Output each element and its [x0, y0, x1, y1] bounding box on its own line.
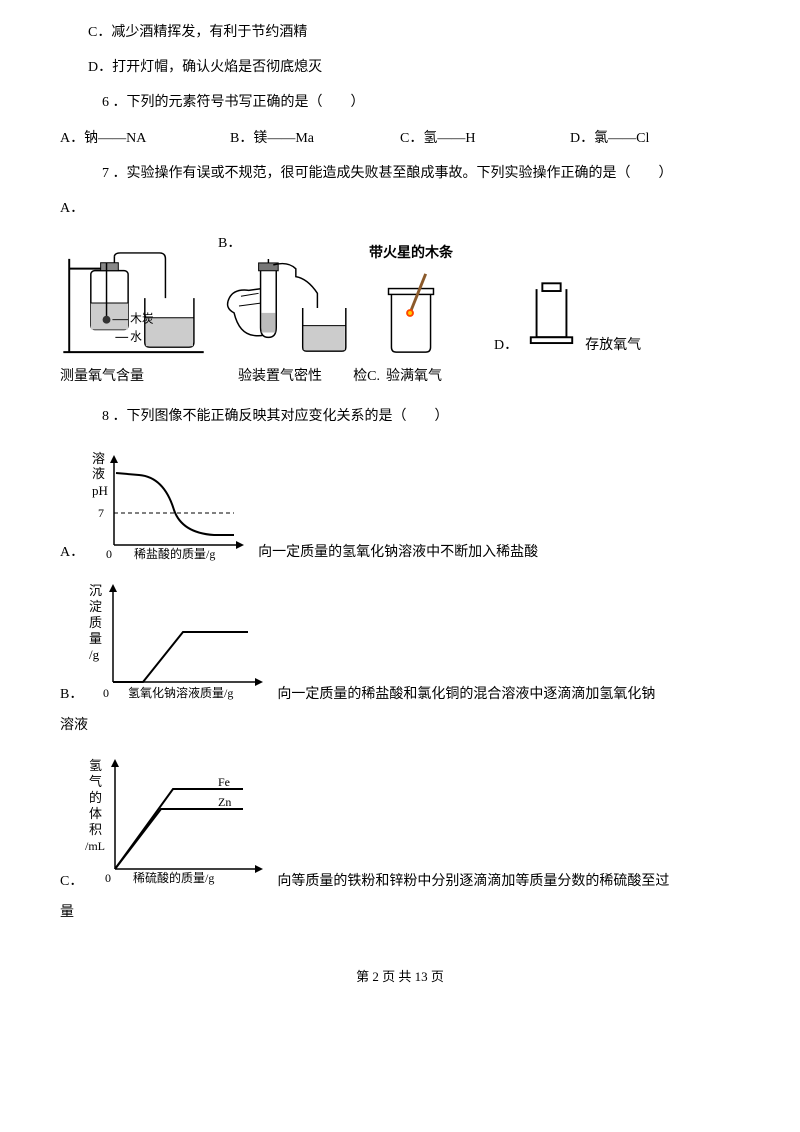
q6-opt-a: A．钠——NA — [60, 126, 230, 151]
svg-text:0: 0 — [103, 686, 109, 700]
q6-stem: 6 ．下列的元素符号书写正确的是（ ） — [60, 90, 740, 115]
svg-text:0: 0 — [105, 871, 111, 885]
q7-b-label: B． — [218, 231, 241, 256]
svg-text:Fe: Fe — [218, 775, 230, 789]
text: D．打开灯帽，确认火焰是否彻底熄灭 — [88, 55, 322, 80]
q7-c-toplabel: 带火星的木条 — [369, 241, 453, 266]
text: 6 ．下列的元素符号书写正确的是（ ） — [102, 90, 365, 115]
q7-img-a-block: 木炭 水 — [60, 248, 210, 358]
svg-text:稀盐酸的质量/g: 稀盐酸的质量/g — [134, 546, 215, 561]
q8-c-prefix: C． — [60, 869, 83, 894]
svg-text:7: 7 — [98, 506, 104, 520]
q7-img-c-block: 带火星的木条 — [366, 241, 456, 358]
q8-c-tail: 量 — [60, 900, 740, 925]
q7-c-pre: 检C. — [350, 364, 380, 389]
label-water: 水 — [130, 331, 142, 344]
svg-text:淀: 淀 — [89, 599, 102, 614]
svg-text:的: 的 — [89, 790, 102, 805]
svg-text:/g: /g — [89, 647, 100, 662]
q8-a-row: A． 溶 液 pH 7 0 稀盐酸的质量/g 向一定质量的氢氧化钠溶液中不断加入… — [60, 439, 740, 565]
svg-text:液: 液 — [92, 466, 105, 481]
footer-total: 13 — [415, 969, 428, 984]
footer-left: 第 — [356, 969, 372, 984]
prev-option-c: C．减少酒精挥发，有利于节约酒精 — [60, 20, 740, 45]
label-charcoal: 木炭 — [130, 313, 154, 326]
q8-c-row: C． 氢 气 的 体 积 /mL Fe Zn 0 稀硫酸的质量/g 向等质量的铁… — [60, 748, 740, 894]
q7-img-a: 木炭 水 — [60, 248, 210, 358]
text: 量 — [60, 900, 74, 925]
q6-opt-b: B．镁——Ma — [230, 126, 400, 151]
q8-stem: 8 ．下列图像不能正确反映其对应变化关系的是（ ） — [60, 404, 740, 429]
q7-images-row: 木炭 水 B． 带火星的木条 — [60, 231, 740, 358]
svg-text:氢: 氢 — [89, 758, 102, 773]
q7-a-label: A． — [60, 196, 740, 221]
svg-text:体: 体 — [89, 806, 102, 821]
svg-text:氢氧化钠溶液质量/g: 氢氧化钠溶液质量/g — [128, 685, 233, 700]
svg-text:Zn: Zn — [218, 795, 231, 809]
q7-img-d-block: D． 存放氧气 — [494, 278, 641, 358]
text: C．减少酒精挥发，有利于节约酒精 — [88, 20, 307, 45]
svg-text:质: 质 — [89, 615, 102, 630]
svg-text:/mL: /mL — [85, 839, 105, 853]
footer-right: 页 — [428, 969, 444, 984]
q7-img-b — [218, 258, 358, 358]
q7-img-c — [366, 268, 456, 358]
q7-img-d — [524, 278, 579, 358]
svg-text:沉: 沉 — [89, 583, 102, 598]
q7-d-desc: 存放氧气 — [585, 333, 641, 358]
q8-chart-a: 溶 液 pH 7 0 稀盐酸的质量/g — [84, 445, 254, 565]
q8-c-text: 向等质量的铁粉和锌粉中分别逐滴滴加等质量分数的稀硫酸至过 — [277, 869, 669, 894]
q8-a-text: 向一定质量的氢氧化钠溶液中不断加入稀盐酸 — [258, 540, 538, 565]
q8-a-prefix: A． — [60, 540, 84, 565]
q8-chart-c: 氢 气 的 体 积 /mL Fe Zn 0 稀硫酸的质量/g — [83, 754, 273, 894]
text: 7 ．实验操作有误或不规范，很可能造成失败甚至酿成事故。下列实验操作正确的是（ … — [102, 161, 673, 186]
page-footer: 第 2 页 共 13 页 — [60, 965, 740, 988]
q6-options: A．钠——NA B．镁——Ma C．氢——H D．氯——Cl — [60, 126, 740, 151]
prev-option-d: D．打开灯帽，确认火焰是否彻底熄灭 — [60, 55, 740, 80]
svg-text:0: 0 — [106, 547, 112, 561]
svg-text:溶: 溶 — [92, 451, 105, 466]
q6-opt-d: D．氯——Cl — [570, 126, 740, 151]
q7-stem: 7 ．实验操作有误或不规范，很可能造成失败甚至酿成事故。下列实验操作正确的是（ … — [60, 161, 740, 186]
q7-c-desc: 验满氧气 — [380, 364, 470, 389]
q7-b-desc: 验装置气密性 — [210, 364, 350, 389]
q8-chart-b: 沉 淀 质 量 /g 0 氢氧化钠溶液质量/g — [83, 577, 273, 707]
svg-text:气: 气 — [89, 774, 102, 789]
svg-text:稀硫酸的质量/g: 稀硫酸的质量/g — [133, 870, 214, 885]
q8-b-prefix: B． — [60, 682, 83, 707]
footer-mid: 页 共 — [379, 969, 415, 984]
text: 8 ．下列图像不能正确反映其对应变化关系的是（ ） — [102, 404, 449, 429]
q7-d-label: D． — [494, 333, 518, 358]
svg-text:量: 量 — [89, 631, 102, 646]
q8-b-row: B． 沉 淀 质 量 /g 0 氢氧化钠溶液质量/g 向一定质量的稀盐酸和氯化铜… — [60, 571, 740, 707]
svg-text:积: 积 — [89, 822, 102, 837]
text: A． — [60, 196, 84, 221]
q7-a-desc: 测量氧气含量 — [60, 364, 210, 389]
q7-desc-row: 测量氧气含量 验装置气密性 检C. 验满氧气 — [60, 364, 740, 389]
q7-img-b-block: B． — [218, 231, 358, 358]
q8-b-tail: 溶液 — [60, 713, 740, 738]
svg-text:pH: pH — [92, 483, 108, 498]
q6-opt-c: C．氢——H — [400, 126, 570, 151]
q8-b-text: 向一定质量的稀盐酸和氯化铜的混合溶液中逐滴滴加氢氧化钠 — [277, 682, 655, 707]
text: 溶液 — [60, 713, 88, 738]
